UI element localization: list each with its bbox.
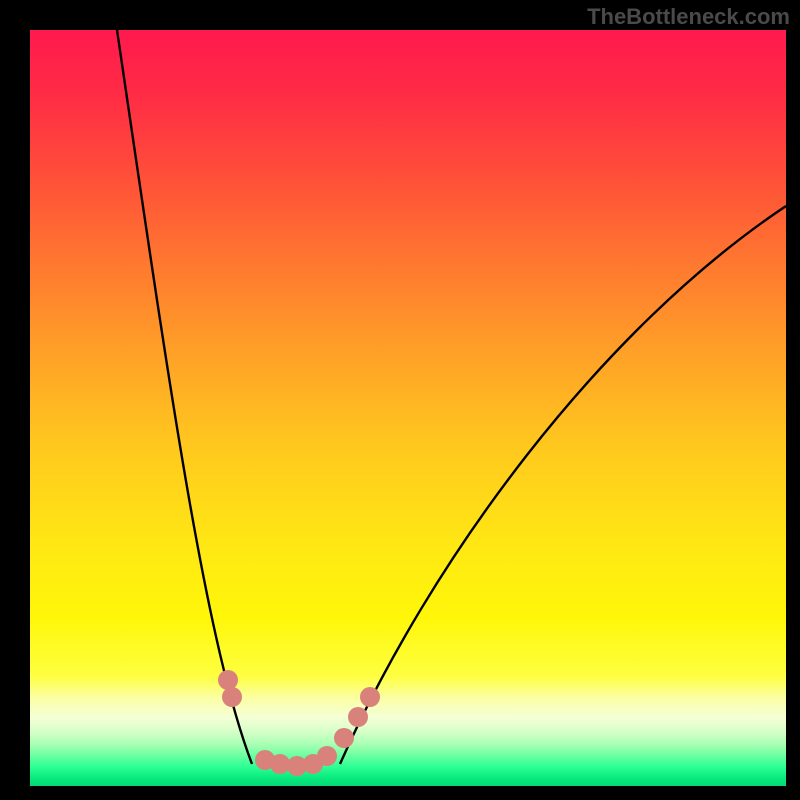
curve-marker: [334, 728, 354, 748]
attribution-watermark: TheBottleneck.com: [587, 4, 790, 30]
curve-marker: [270, 754, 290, 774]
chart-canvas: TheBottleneck.com: [0, 0, 800, 800]
curve-marker: [317, 746, 337, 766]
curve-marker: [360, 687, 380, 707]
gradient-plot-area: [30, 30, 786, 786]
curve-marker: [348, 707, 368, 727]
bottleneck-curve-chart: [0, 0, 800, 800]
curve-marker: [218, 670, 238, 690]
curve-marker: [222, 687, 242, 707]
